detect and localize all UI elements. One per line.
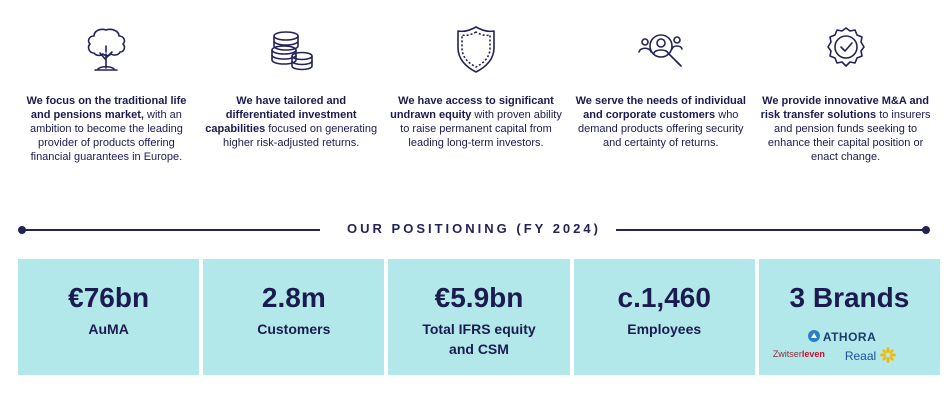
- stat-equity-csm: €5.9bn Total IFRS equity and CSM: [388, 259, 570, 375]
- pillar-life-pensions: We focus on the traditional life and pen…: [14, 14, 199, 184]
- pillar-text: We serve the needs of individual and cor…: [575, 95, 746, 149]
- stat-customers: 2.8m Customers: [203, 259, 385, 375]
- stat-label: AuMA: [88, 321, 129, 337]
- pillar-text: We have tailored and differentiated inve…: [205, 95, 378, 149]
- athora-mark-icon: [807, 330, 820, 342]
- stat-employees: c.1,460 Employees: [573, 259, 755, 375]
- pillar-equity: We have access to significant undrawn eq…: [384, 14, 569, 184]
- divider-line-right: [616, 229, 924, 231]
- stat-value: €76bn: [68, 282, 150, 313]
- pillar-customers: We serve the needs of individual and cor…: [568, 14, 753, 184]
- pillar-ma-risk: We provide innovative M&A and risk trans…: [753, 14, 938, 184]
- pillar-text: We provide innovative M&A and risk trans…: [760, 95, 931, 163]
- divider-dot-right: [922, 226, 930, 234]
- stat-value: c.1,460: [617, 282, 711, 313]
- reaal-sun-icon: [879, 347, 896, 363]
- divider-dot-left: [18, 226, 26, 234]
- value-pillars: We focus on the traditional life and pen…: [14, 14, 938, 184]
- athora-logo: ATHORA: [807, 329, 876, 344]
- reaal-logo: Reaal: [845, 347, 896, 363]
- customer-search-icon: [568, 14, 753, 84]
- stat-label: Customers: [257, 321, 331, 337]
- tree-icon: [14, 14, 199, 84]
- stat-auma: €76bn AuMA: [18, 259, 200, 375]
- stat-brands: 3 Brands ATHORA Zwitserleven Reaal: [758, 259, 941, 375]
- section-title: OUR POSITIONING (FY 2024): [347, 221, 601, 236]
- stat-value: 3 Brands: [789, 282, 910, 313]
- stat-value: 2.8m: [261, 282, 326, 313]
- divider-line-left: [24, 229, 320, 231]
- pillar-text: We focus on the traditional life and pen…: [26, 95, 187, 163]
- positioning-stats: €76bn AuMA 2.8m Customers €5.9bn Total I…: [18, 259, 941, 375]
- stat-label: Total IFRS equity and CSM: [422, 321, 536, 357]
- section-divider: OUR POSITIONING (FY 2024): [18, 218, 930, 242]
- check-badge-icon: [753, 14, 938, 84]
- pillar-investment: We have tailored and differentiated inve…: [199, 14, 384, 184]
- stat-value: €5.9bn: [434, 282, 524, 313]
- zwitserleven-logo: Zwitserleven: [772, 349, 825, 359]
- brand-logos: ATHORA Zwitserleven Reaal: [759, 329, 940, 369]
- coins-icon: [199, 14, 384, 84]
- shield-icon: [384, 14, 569, 84]
- pillar-text: We have access to significant undrawn eq…: [390, 95, 562, 149]
- stat-label: Employees: [627, 321, 702, 337]
